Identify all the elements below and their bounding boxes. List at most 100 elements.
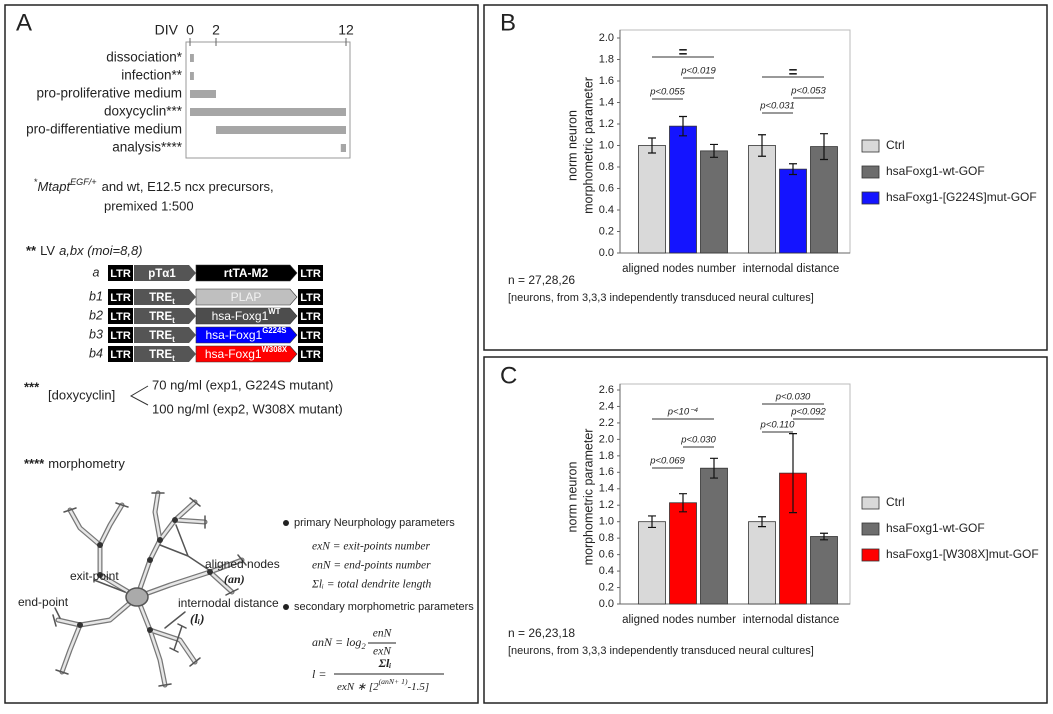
vector-label: b3: [89, 327, 103, 341]
error-bar: [789, 163, 797, 176]
vector-label: b2: [89, 308, 103, 322]
parameter-item: Σlᵢ = total dendrite length: [311, 579, 432, 591]
bar: [779, 168, 807, 254]
text-part: 2: [361, 642, 365, 651]
y-tick-label: 1.2: [599, 499, 614, 511]
bar: [638, 521, 666, 605]
formula: l =: [312, 667, 326, 681]
ltr-label: LTR: [110, 292, 131, 304]
text-part: hsa-Foxg1: [206, 328, 263, 342]
y-tick-label: 1.0: [599, 139, 614, 151]
legend-label: hsaFoxg1-[W308X]mut-GOF: [886, 547, 1039, 561]
x-tick-label: 12: [338, 22, 354, 38]
text-part: LV: [40, 243, 55, 258]
bar: [700, 467, 728, 605]
n-count: n = 27,28,26: [508, 273, 575, 287]
axis-label: DIV: [155, 22, 179, 38]
ltr-label: LTR: [300, 292, 321, 304]
text-part: hsa-Foxg1: [212, 309, 269, 323]
gene-box: [195, 326, 298, 344]
y-tick-label: 0.4: [599, 204, 614, 216]
p-value: p<10⁻⁴: [667, 407, 699, 418]
bar: [810, 146, 838, 254]
ltr-label: LTR: [110, 311, 131, 323]
text-part: **: [26, 243, 37, 258]
formula: Σlᵢ: [378, 656, 392, 670]
legend-label: hsaFoxg1-wt-GOF: [886, 164, 985, 178]
gene-box: [195, 307, 298, 325]
p-value: =: [679, 44, 688, 61]
text-part: t: [172, 297, 175, 306]
y-tick-label: 1.4: [599, 96, 614, 108]
y-tick-label: 0.8: [599, 161, 614, 173]
ltr-box: [108, 308, 133, 324]
ltr-label: LTR: [110, 330, 131, 342]
text-part: (anN+ 1): [379, 677, 408, 686]
ltr-box: [298, 327, 323, 343]
error-bar: [758, 134, 766, 157]
timeline-bar: [190, 108, 346, 116]
doxy-stars: ***: [24, 379, 40, 394]
neuron-label: exit-point: [70, 569, 119, 583]
legend-swatch: [861, 496, 880, 510]
x-tick-label: 0: [186, 22, 194, 38]
y-tick-label: 1.8: [599, 450, 614, 462]
y-axis-label: morphometric parameter: [581, 429, 595, 566]
error-bar: [648, 137, 656, 154]
formula: exN: [373, 646, 392, 658]
parameter-item: enN = end-points number: [312, 560, 431, 572]
row-label: doxycyclin***: [104, 104, 183, 119]
promoter-label: TREt: [149, 349, 175, 363]
panel-frame: [483, 356, 1048, 704]
ltr-box: [298, 346, 323, 362]
p-value: p<0.053: [790, 86, 826, 97]
error-bar: [679, 493, 687, 513]
legend-swatch: [861, 139, 880, 153]
text-part: Mtapt: [38, 179, 72, 194]
promoter-box: [134, 289, 196, 305]
y-tick-label: 0.4: [599, 565, 614, 577]
n-note: [neurons, from 3,3,3 independently trans…: [508, 292, 814, 304]
text-part: anN = log: [312, 635, 361, 649]
timeline-bar: [190, 90, 216, 98]
y-axis-label: norm neuron: [565, 462, 579, 533]
formula: anN = log2: [312, 635, 366, 651]
y-tick-label: 1.2: [599, 118, 614, 130]
neuron-label: (an): [224, 572, 245, 586]
text-part: a,bx (moi=8,8): [59, 243, 142, 258]
text-part: WT: [268, 307, 280, 316]
x-category-label: internodal distance: [743, 263, 840, 275]
p-value: p<0.030: [680, 435, 716, 446]
text-part: TRE: [149, 311, 172, 323]
promoter-label: pTα1: [148, 268, 176, 280]
ltr-box: [298, 265, 323, 281]
promoter-box: [134, 265, 196, 281]
text-part: TRE: [149, 292, 172, 304]
ltr-label: LTR: [300, 330, 321, 342]
legend-label: hsaFoxg1-[G224S]mut-GOF: [886, 190, 1037, 204]
timeline-bar: [216, 126, 346, 134]
error-bar: [789, 433, 797, 514]
promoter-box: [134, 346, 196, 362]
doxy-option: 70 ng/ml (exp1, G224S mutant): [152, 377, 333, 392]
gene-label: rtTA-M2: [224, 266, 269, 280]
y-axis-label: morphometric parameter: [581, 77, 595, 214]
promoter-box: [134, 308, 196, 324]
formula: exN ∗ [2(anN+ 1)-1.5]: [337, 677, 429, 693]
footnote: *MtaptEGF/+ and wt, E12.5 ncx precursors,: [34, 177, 274, 194]
ltr-label: LTR: [300, 349, 321, 361]
gene-box: [195, 288, 298, 306]
bar: [700, 150, 728, 254]
y-tick-label: 2.0: [599, 433, 614, 445]
text-part: PLAP: [231, 290, 262, 304]
panel-frame: [4, 4, 479, 704]
text-part: -1.5]: [408, 681, 430, 693]
legend-label: hsaFoxg1-wt-GOF: [886, 521, 985, 535]
error-bar: [710, 457, 718, 479]
timeline-bar: [190, 54, 194, 62]
promoter-label: TREt: [149, 330, 175, 344]
doxy-label: [doxycyclin]: [48, 387, 115, 402]
error-bar: [679, 115, 687, 137]
